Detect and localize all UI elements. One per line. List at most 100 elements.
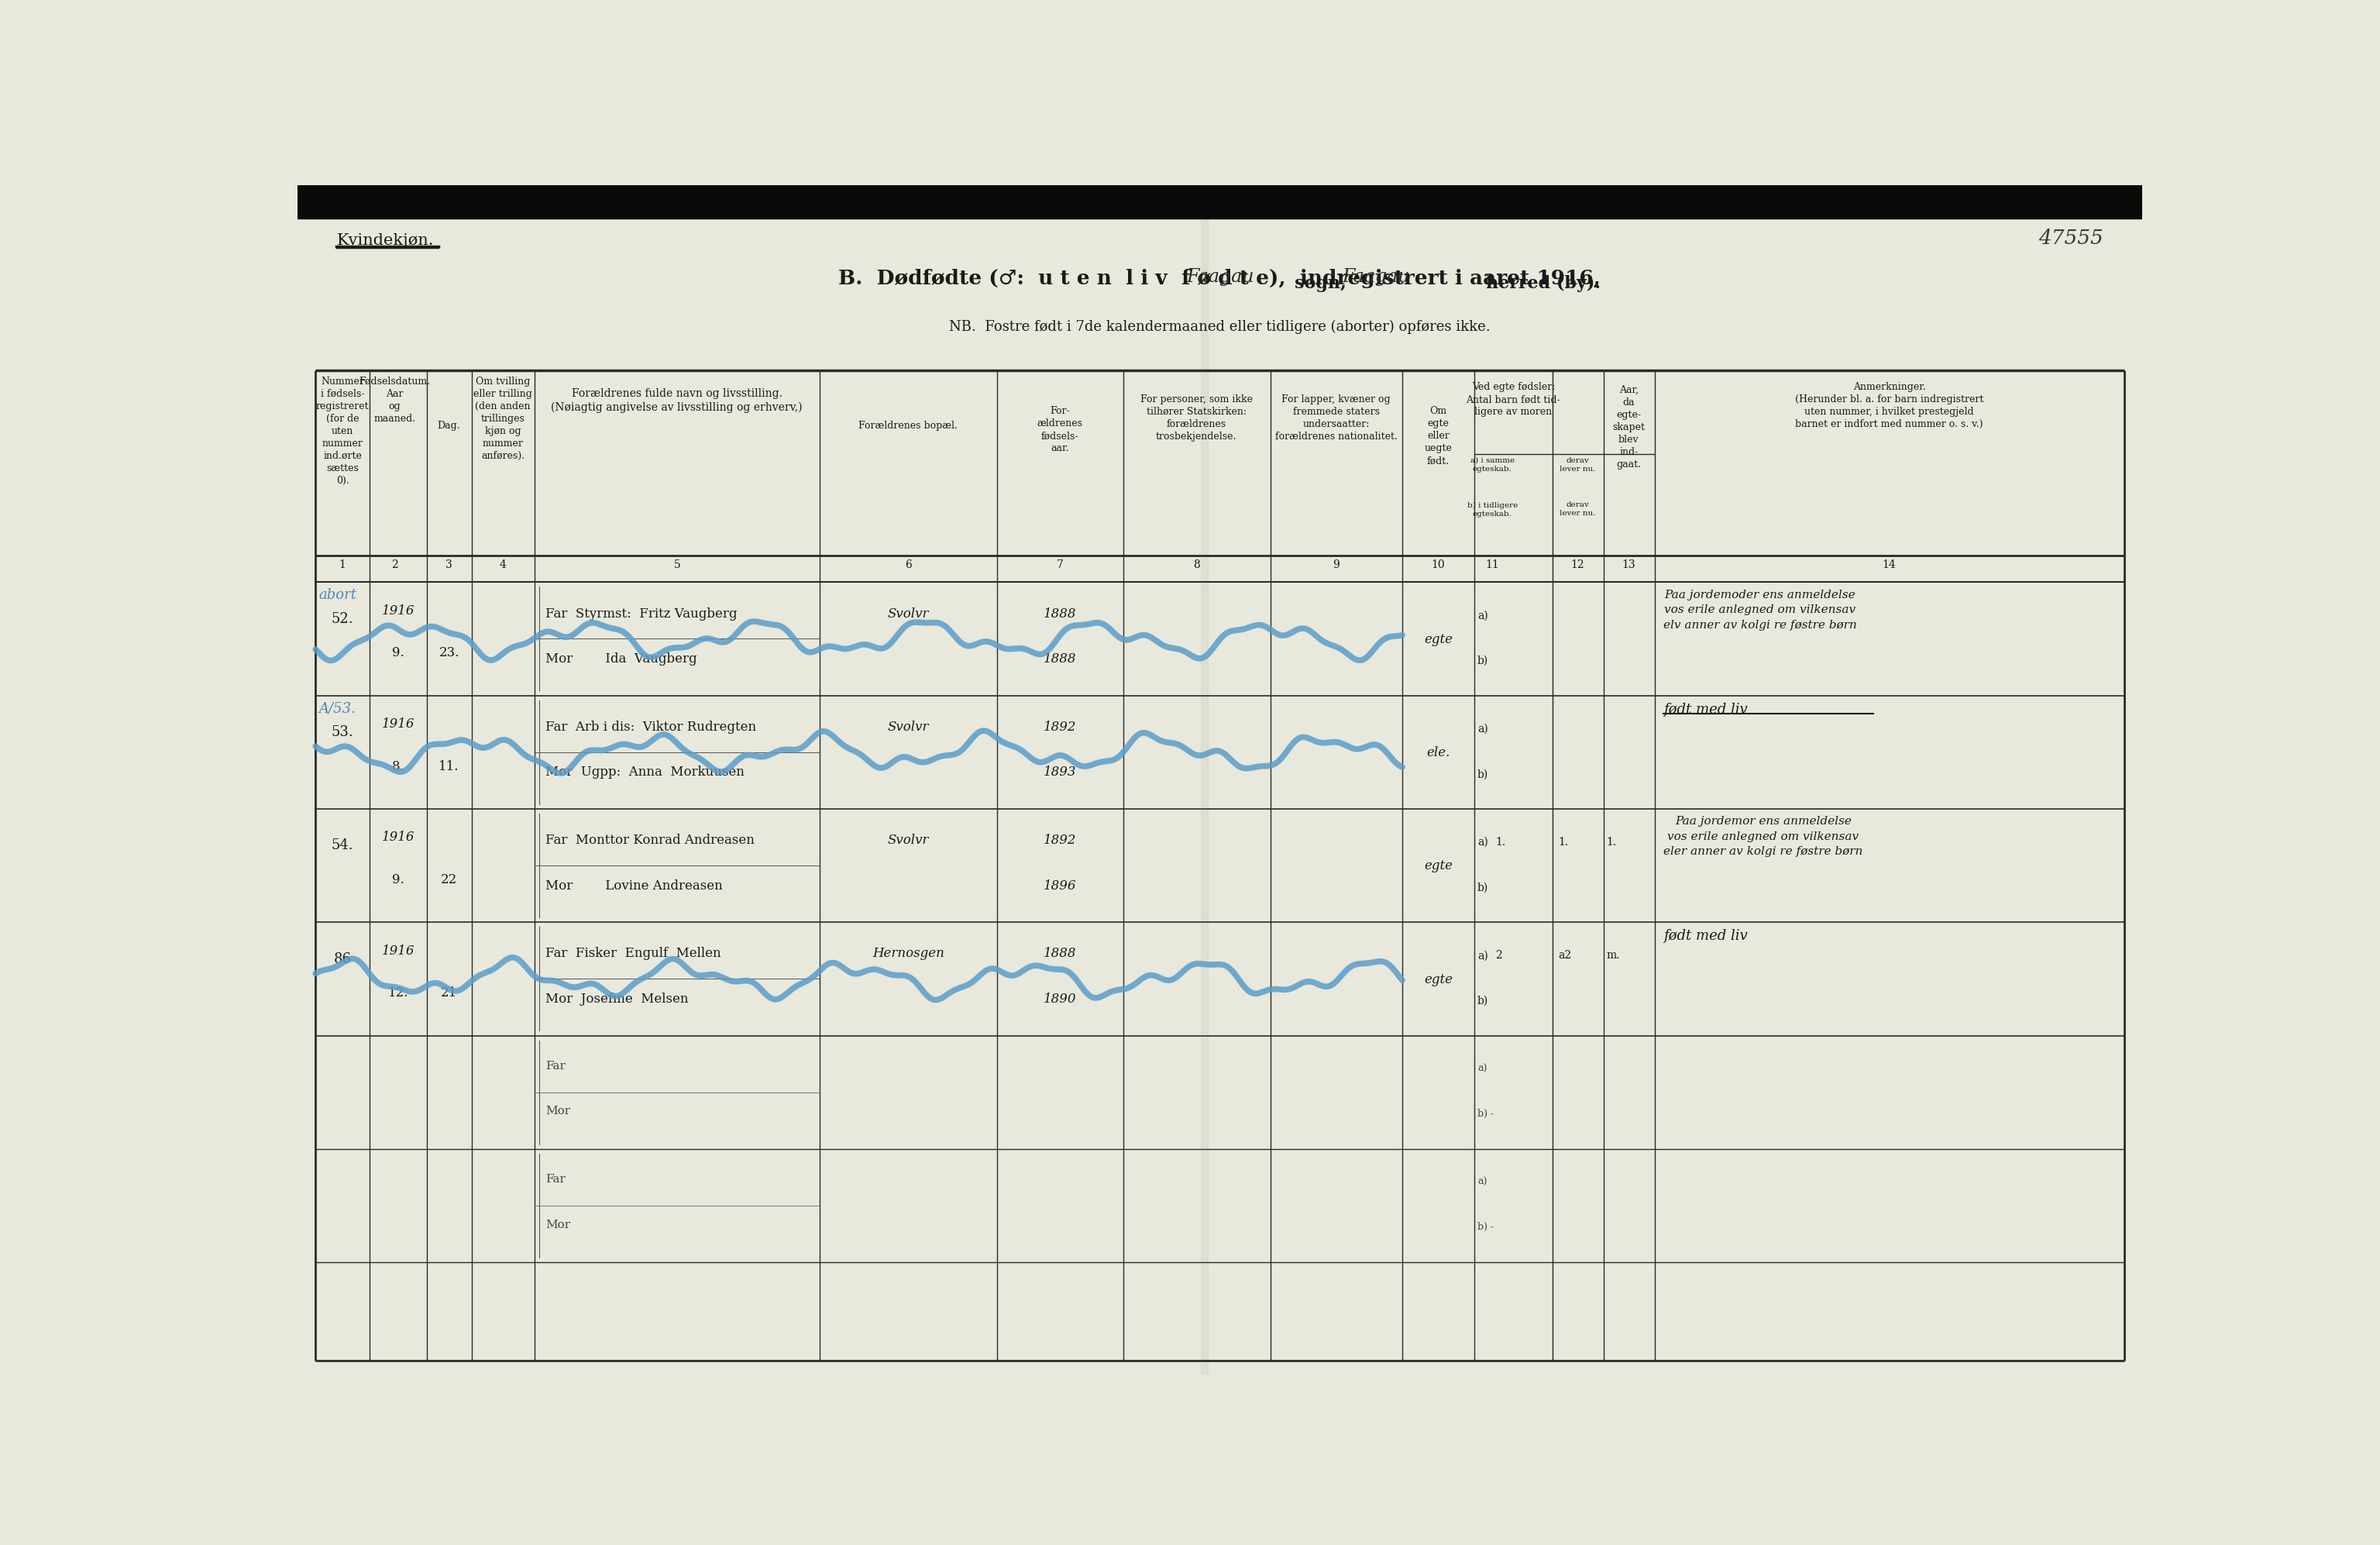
Text: Mor: Mor	[545, 1106, 571, 1117]
Text: Far: Far	[545, 1174, 566, 1185]
Text: egte: egte	[1423, 859, 1452, 873]
Text: 14: 14	[1883, 559, 1897, 570]
Text: Aar,
da
egte-
skapet
blev
ind-
gaat.: Aar, da egte- skapet blev ind- gaat.	[1611, 385, 1645, 470]
Text: Mor  Ugpp:  Anna  Morkuusen: Mor Ugpp: Anna Morkuusen	[545, 766, 745, 779]
Text: For lapper, kvæner og
fremmede staters
undersaatter:
forældrenes nationalitet.: For lapper, kvæner og fremmede staters u…	[1276, 394, 1397, 442]
Text: a): a)	[1478, 1063, 1488, 1074]
Text: b): b)	[1478, 882, 1488, 893]
Text: a): a)	[1478, 950, 1488, 961]
Text: derav
lever nu.: derav lever nu.	[1559, 457, 1595, 473]
Text: født med liv: født med liv	[1664, 930, 1747, 944]
Text: ele.: ele.	[1426, 746, 1449, 760]
Text: 1888: 1888	[1042, 607, 1076, 620]
Text: 12: 12	[1571, 559, 1585, 570]
Text: 1.: 1.	[1559, 837, 1568, 848]
Text: Dag.: Dag.	[438, 422, 459, 431]
Text: a): a)	[1478, 610, 1488, 621]
Text: b) -: b) -	[1478, 1222, 1495, 1233]
Text: a): a)	[1478, 723, 1488, 734]
Text: 1888: 1888	[1042, 947, 1076, 961]
Text: b) -: b) -	[1478, 1109, 1495, 1119]
Text: 1892: 1892	[1042, 720, 1076, 734]
Text: 9.: 9.	[393, 646, 405, 660]
Text: A/53.: A/53.	[319, 701, 355, 715]
Text: 5: 5	[674, 559, 681, 570]
Text: 2: 2	[1495, 950, 1502, 961]
Text: Nummer
i fødsels-
registreret
(for de
uten
nummer
ind.ørte
sættes
0).: Nummer i fødsels- registreret (for de ut…	[317, 377, 369, 485]
Text: Svolvr: Svolvr	[888, 607, 928, 620]
Text: 1916: 1916	[381, 831, 414, 844]
Bar	[298, 185, 2142, 218]
Text: Mor        Ida  Vaugberg: Mor Ida Vaugberg	[545, 652, 697, 666]
Text: For-
ældrenes
fødsels-
aar.: For- ældrenes fødsels- aar.	[1038, 406, 1083, 453]
Text: Paa jordemor ens anmeldelse
vos erile anlegned om vilkensav
eler anner av kolgi : Paa jordemor ens anmeldelse vos erile an…	[1664, 816, 1864, 857]
Text: Om
egte
eller
uegte
født.: Om egte eller uegte født.	[1423, 406, 1452, 465]
Text: 1.: 1.	[1495, 837, 1507, 848]
Text: Kvindekjøn.: Kvindekjøn.	[336, 233, 433, 247]
Text: 10: 10	[1430, 559, 1445, 570]
Text: Anmerkninger.
(Herunder bl. a. for barn indregistrert
uten nummer, i hvilket pre: Anmerkninger. (Herunder bl. a. for barn …	[1795, 382, 1983, 430]
Text: sogn,: sogn,	[1295, 275, 1347, 292]
Text: Faagau: Faagau	[1342, 267, 1409, 286]
Text: 6: 6	[904, 559, 912, 570]
Text: b) i tidligere
egteskab.: b) i tidligere egteskab.	[1466, 502, 1518, 518]
Text: herred (by).: herred (by).	[1488, 275, 1602, 292]
Text: 1916: 1916	[381, 604, 414, 618]
Text: født med liv: født med liv	[1664, 703, 1747, 717]
Text: B.  Dødfødte (♂:  u t e n  l i v  f ø d t e),  indregistrert i aaret 1916,: B. Dødfødte (♂: u t e n l i v f ø d t e)…	[838, 269, 1602, 289]
Text: Forældrenes bopæl.: Forældrenes bopæl.	[859, 422, 957, 431]
Text: 13: 13	[1621, 559, 1635, 570]
Text: b): b)	[1478, 655, 1488, 666]
Text: Far  Styrmst:  Fritz Vaugberg: Far Styrmst: Fritz Vaugberg	[545, 607, 738, 620]
Text: 1890: 1890	[1042, 992, 1076, 1006]
Text: 1916: 1916	[381, 717, 414, 731]
Text: 9: 9	[1333, 559, 1340, 570]
Text: abort: abort	[319, 589, 357, 603]
Text: Mor        Lovine Andreasen: Mor Lovine Andreasen	[545, 879, 724, 893]
Text: b): b)	[1478, 769, 1488, 780]
Text: Paa jordemoder ens anmeldelse
vos erile anlegned om vilkensav
elv anner av kolgi: Paa jordemoder ens anmeldelse vos erile …	[1664, 589, 1856, 630]
Text: 53.: 53.	[331, 725, 355, 740]
Text: 8: 8	[1192, 559, 1200, 570]
Text: 1: 1	[338, 559, 345, 570]
Text: 3: 3	[445, 559, 452, 570]
Text: 47555: 47555	[2040, 229, 2104, 247]
Text: b): b)	[1478, 995, 1488, 1006]
Text: NB.  Fostre født i 7de kalendermaaned eller tidligere (aborter) opføres ikke.: NB. Fostre født i 7de kalendermaaned ell…	[950, 320, 1490, 334]
Text: Mor: Mor	[545, 1219, 571, 1230]
Text: 54.: 54.	[331, 839, 355, 853]
Text: egte: egte	[1423, 973, 1452, 986]
Text: 1.: 1.	[1607, 837, 1616, 848]
Text: Far  Arb i dis:  Viktor Rudregten: Far Arb i dis: Viktor Rudregten	[545, 720, 757, 734]
Text: 1892: 1892	[1042, 834, 1076, 847]
Text: Far  Fisker  Engulf  Mellen: Far Fisker Engulf Mellen	[545, 947, 721, 961]
Text: Far  Monttor Konrad Andreasen: Far Monttor Konrad Andreasen	[545, 834, 754, 847]
Text: 52.: 52.	[331, 612, 355, 626]
Text: 86: 86	[333, 952, 352, 966]
Text: a): a)	[1478, 837, 1488, 848]
Text: For personer, som ikke
tilhører Statskirken:
forældrenes
trosbekjendelse.: For personer, som ikke tilhører Statskir…	[1140, 394, 1252, 442]
Text: 4: 4	[500, 559, 507, 570]
Text: Far: Far	[545, 1060, 566, 1071]
Text: derav
lever nu.: derav lever nu.	[1559, 502, 1595, 518]
Text: egte: egte	[1423, 633, 1452, 646]
Text: 11.: 11.	[438, 760, 459, 772]
Text: Svolvr: Svolvr	[888, 720, 928, 734]
Text: 2: 2	[390, 559, 397, 570]
Text: 1896: 1896	[1042, 879, 1076, 893]
Text: 21: 21	[440, 987, 457, 1000]
Text: 8.: 8.	[393, 760, 405, 772]
Text: 12.: 12.	[388, 987, 409, 1000]
Text: Forældrenes fulde navn og livsstilling.
(Nøiagtig angivelse av livsstilling og e: Forældrenes fulde navn og livsstilling. …	[552, 388, 802, 413]
Text: a2: a2	[1559, 950, 1571, 961]
Text: 1893: 1893	[1042, 766, 1076, 779]
Text: 1916: 1916	[381, 944, 414, 958]
Text: a): a)	[1478, 1177, 1488, 1187]
Text: Faagau: Faagau	[1185, 267, 1254, 286]
Text: Mor  Josefine  Melsen: Mor Josefine Melsen	[545, 992, 688, 1006]
Text: 1888: 1888	[1042, 652, 1076, 666]
Text: 22: 22	[440, 873, 457, 887]
Text: m.: m.	[1607, 950, 1621, 961]
Text: a) i samme
egteskab.: a) i samme egteskab.	[1471, 457, 1514, 473]
Text: Fødselsdatum.
Aar
og
maaned.: Fødselsdatum. Aar og maaned.	[359, 377, 431, 423]
